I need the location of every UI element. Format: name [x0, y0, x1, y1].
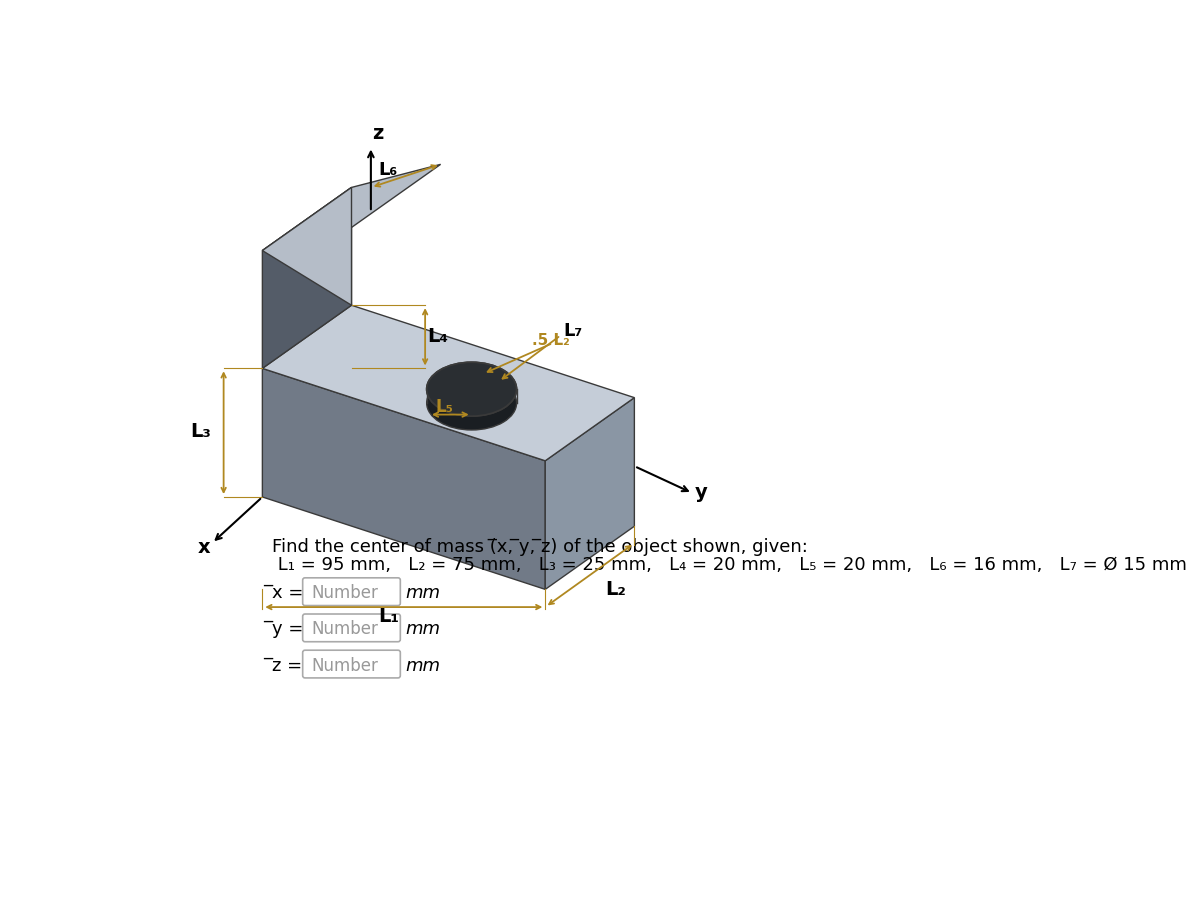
Text: mm: mm	[406, 584, 440, 602]
Text: mm: mm	[406, 621, 440, 639]
Text: .5 L₂: .5 L₂	[532, 333, 570, 348]
Text: ̅y =: ̅y =	[272, 621, 310, 639]
Text: L₄: L₄	[427, 327, 449, 346]
Text: L₇: L₇	[564, 323, 583, 341]
Polygon shape	[263, 164, 440, 250]
Text: Number: Number	[311, 584, 378, 602]
Text: L₁ = 95 mm,   L₂ = 75 mm,   L₃ = 25 mm,   L₄ = 20 mm,   L₅ = 20 mm,   L₆ = 16 mm: L₁ = 95 mm, L₂ = 75 mm, L₃ = 25 mm, L₄ =…	[272, 556, 1187, 574]
Polygon shape	[545, 397, 635, 589]
Polygon shape	[263, 187, 352, 305]
Text: mm: mm	[406, 657, 440, 675]
Text: Number: Number	[311, 621, 378, 639]
Polygon shape	[263, 369, 545, 589]
Ellipse shape	[427, 376, 516, 430]
Text: L₆: L₆	[379, 160, 398, 178]
Text: ̅x =: ̅x =	[272, 584, 310, 602]
Text: Find the center of mass (̅x, ̅y, ̅z) of the object shown, given:: Find the center of mass (̅x, ̅y, ̅z) of …	[272, 538, 809, 556]
Text: L₂: L₂	[605, 580, 626, 599]
FancyBboxPatch shape	[302, 651, 401, 678]
FancyBboxPatch shape	[302, 614, 401, 642]
Polygon shape	[263, 187, 352, 369]
FancyBboxPatch shape	[302, 578, 401, 605]
Text: Number: Number	[311, 657, 378, 675]
Text: L₁: L₁	[379, 606, 400, 626]
Text: z: z	[372, 124, 384, 143]
Ellipse shape	[427, 362, 516, 416]
Ellipse shape	[427, 362, 516, 416]
Text: L₃: L₃	[191, 422, 211, 441]
Text: L₅: L₅	[436, 398, 454, 416]
Text: ̅z =: ̅z =	[272, 657, 308, 675]
Text: y: y	[695, 483, 708, 502]
Text: x: x	[198, 538, 211, 557]
Polygon shape	[263, 305, 635, 460]
